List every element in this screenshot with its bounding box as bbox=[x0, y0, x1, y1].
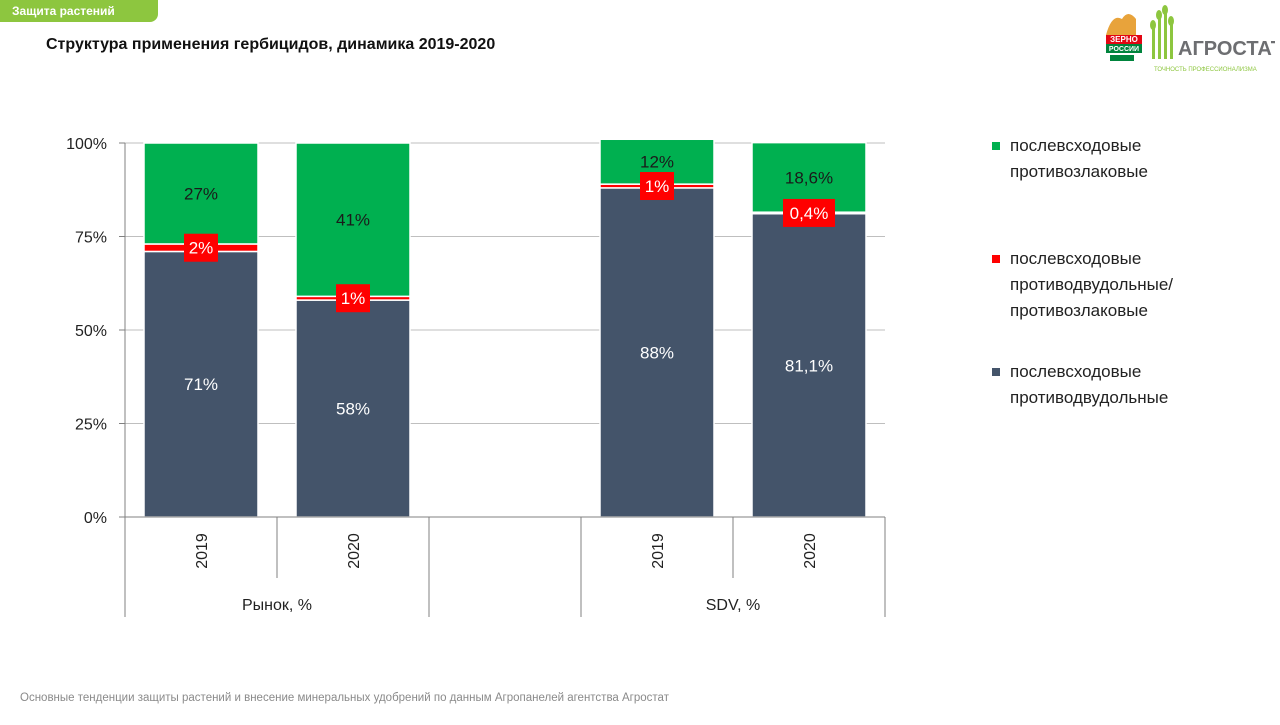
bar-segment bbox=[295, 142, 411, 298]
data-label-box bbox=[640, 172, 674, 201]
y-tick-label: 0% bbox=[84, 510, 107, 527]
legend-item: послевсходовые противозлаковые bbox=[992, 133, 1252, 185]
legend-swatch bbox=[992, 255, 1000, 263]
data-label: 0,4% bbox=[790, 204, 829, 223]
bar-segment bbox=[295, 299, 411, 518]
legend-swatch bbox=[992, 142, 1000, 150]
y-tick-label: 50% bbox=[75, 323, 107, 340]
data-label: 81,1% bbox=[785, 356, 833, 375]
logo-left-bottom: РОССИИ bbox=[1109, 46, 1139, 53]
y-tick-label: 25% bbox=[75, 417, 107, 434]
data-label-box bbox=[336, 284, 370, 313]
legend-swatch bbox=[992, 368, 1000, 376]
data-label: 18,6% bbox=[785, 168, 833, 187]
y-tick-label: 75% bbox=[75, 230, 107, 247]
y-tick-label: 100% bbox=[66, 136, 107, 153]
legend-label: послевсходовые противодвудольные bbox=[1010, 362, 1169, 407]
group-label: Рынок, % bbox=[242, 597, 312, 614]
bar-segment bbox=[751, 141, 867, 213]
legend-label: послевсходовые противозлаковые bbox=[1010, 136, 1148, 181]
data-label: 71% bbox=[184, 375, 218, 394]
x-tick-label: 2020 bbox=[802, 533, 819, 569]
logo-left-top: ЗЕРНО bbox=[1110, 35, 1138, 44]
bar-segment bbox=[143, 250, 259, 518]
logo-right-name: АГРОСТАТ bbox=[1178, 38, 1275, 60]
data-label: 27% bbox=[184, 184, 218, 203]
x-tick-label: 2020 bbox=[346, 533, 363, 569]
x-tick-label: 2019 bbox=[650, 533, 667, 569]
logo-slogan: ТОЧНОСТЬ ПРОФЕССИОНАЛИЗМА bbox=[1154, 67, 1257, 73]
bar-segment bbox=[751, 212, 867, 518]
legend-item: послевсходовые противодвудольные bbox=[992, 359, 1252, 411]
data-label-box bbox=[184, 233, 218, 262]
data-label: 12% bbox=[640, 153, 674, 172]
legend-item: послевсходовые противодвудольные/ против… bbox=[992, 246, 1252, 324]
data-label: 88% bbox=[640, 343, 674, 362]
bar-segment bbox=[143, 142, 259, 245]
section-tag: Защита растений bbox=[0, 0, 158, 22]
data-label: 41% bbox=[336, 211, 370, 230]
data-label: 1% bbox=[341, 289, 366, 308]
data-label-box bbox=[783, 198, 835, 227]
data-label: 2% bbox=[189, 239, 214, 258]
zerno-rossii-logo-icon: ЗЕРНО РОССИИ bbox=[1106, 14, 1142, 61]
data-label: 1% bbox=[645, 177, 670, 196]
x-tick-label: 2019 bbox=[194, 533, 211, 569]
data-label: 58% bbox=[336, 400, 370, 419]
group-label: SDV, % bbox=[706, 597, 761, 614]
page-title: Структура применения гербицидов, динамик… bbox=[46, 36, 496, 53]
logo: ЗЕРНО РОССИИ АГРОСТАТ ТОЧНОСТЬ ПРОФЕССИО… bbox=[1106, 5, 1275, 73]
wheat-icon bbox=[1150, 5, 1174, 59]
legend-label: послевсходовые противодвудольные/ против… bbox=[1010, 249, 1174, 320]
footer-note: Основные тенденции защиты растений и вне… bbox=[20, 692, 669, 704]
